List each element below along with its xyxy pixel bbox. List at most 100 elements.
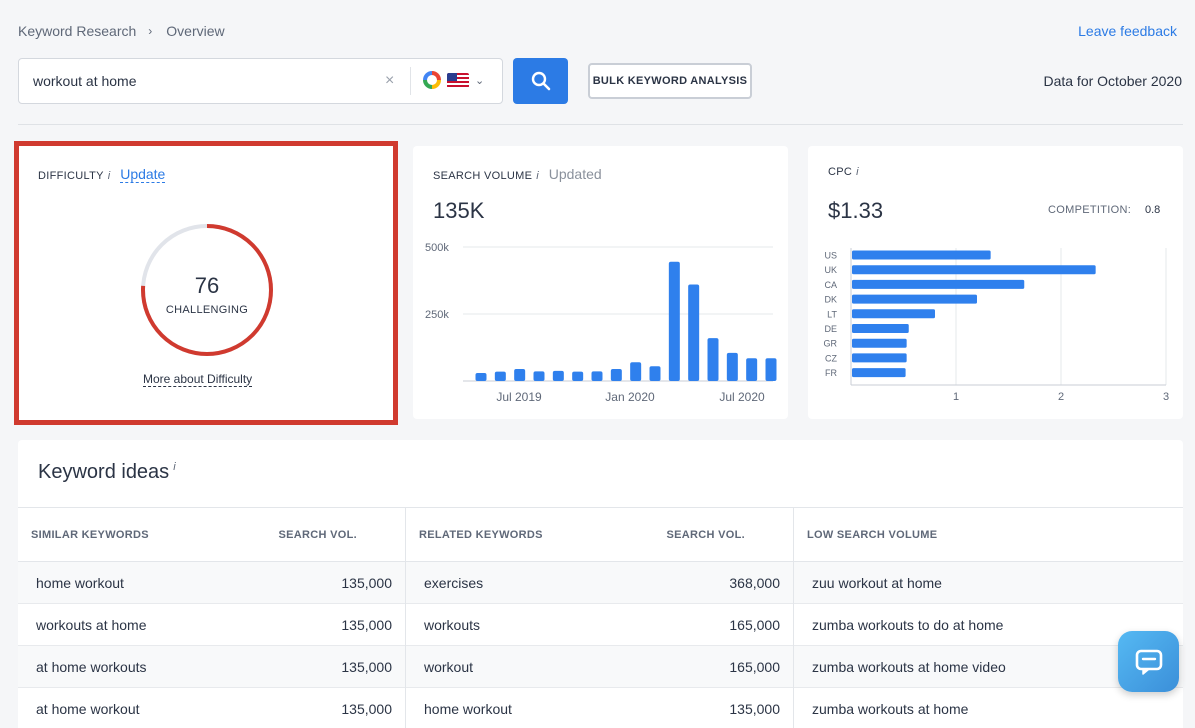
category-label: GR — [824, 339, 838, 349]
cpc-bar[interactable] — [852, 338, 907, 348]
low-search-volume-column: LOW SEARCH VOLUME zuu workout at home zum… — [793, 507, 1183, 728]
category-label: DK — [824, 295, 837, 305]
x-tick-label: Jan 2020 — [605, 390, 655, 404]
keyword-cell[interactable]: zuu workout at home — [812, 574, 942, 591]
search-volume-cell: 165,000 — [729, 616, 780, 633]
keyword-cell[interactable]: workout — [424, 658, 474, 675]
search-volume-cell: 135,000 — [729, 700, 780, 717]
keyword-cell[interactable]: home workout — [36, 574, 124, 591]
volume-bar[interactable] — [707, 338, 719, 381]
table-row[interactable]: home workout 135,000 — [18, 562, 405, 604]
volume-bar[interactable] — [514, 368, 526, 381]
volume-bar[interactable] — [552, 370, 564, 381]
col-header-search-vol: SEARCH VOL. — [278, 528, 357, 541]
cpc-bar[interactable] — [852, 294, 977, 304]
category-label: US — [824, 251, 837, 261]
volume-bar[interactable] — [591, 371, 603, 381]
volume-bar[interactable] — [688, 284, 700, 381]
volume-bar[interactable] — [726, 352, 738, 381]
cpc-bar[interactable] — [852, 250, 991, 260]
keyword-cell[interactable]: at home workout — [36, 700, 140, 717]
table-row[interactable]: zumba workouts to do at home — [794, 604, 1183, 646]
info-icon[interactable]: i — [536, 170, 539, 182]
breadcrumb-separator-icon: › — [148, 24, 153, 38]
search-button[interactable] — [513, 58, 568, 104]
similar-keywords-header: SIMILAR KEYWORDS SEARCH VOL. — [18, 508, 405, 562]
keyword-cell[interactable]: zumba workouts at home video — [812, 658, 1006, 675]
volume-bar[interactable] — [494, 371, 506, 381]
volume-bar[interactable] — [533, 371, 545, 381]
keyword-ideas-title: Keyword ideas i — [38, 461, 176, 484]
volume-bar[interactable] — [572, 371, 584, 381]
breadcrumb-keyword-research[interactable]: Keyword Research — [18, 23, 137, 39]
bulk-keyword-analysis-button[interactable]: BULK KEYWORD ANALYSIS — [588, 63, 752, 99]
keyword-ideas-table: SIMILAR KEYWORDS SEARCH VOL. home workou… — [18, 507, 1183, 728]
cpc-value: $1.33 — [828, 198, 884, 223]
keyword-cell[interactable]: exercises — [424, 574, 484, 591]
more-about-difficulty-link[interactable]: More about Difficulty — [143, 372, 253, 387]
cpc-bar[interactable] — [852, 368, 906, 378]
us-flag-icon — [447, 72, 469, 88]
volume-bar[interactable] — [475, 372, 487, 381]
difficulty-level: CHALLENGING — [165, 304, 249, 316]
keyword-cell[interactable]: zumba workouts to do at home — [812, 616, 1004, 633]
cpc-bar[interactable] — [852, 324, 909, 333]
volume-bar[interactable] — [649, 366, 661, 381]
keyword-cell[interactable]: at home workouts — [36, 658, 147, 675]
keyword-cell[interactable]: home workout — [424, 700, 512, 717]
info-icon[interactable]: i — [173, 461, 176, 474]
category-label: UK — [824, 265, 837, 275]
volume-bar[interactable] — [610, 368, 622, 381]
cpc-bar[interactable] — [852, 279, 1025, 289]
table-row[interactable]: workouts 165,000 — [406, 604, 793, 646]
table-row[interactable]: zumba workouts at home — [794, 688, 1183, 728]
search-volume-cell: 368,000 — [729, 574, 780, 591]
similar-keywords-column: SIMILAR KEYWORDS SEARCH VOL. home workou… — [18, 507, 405, 728]
keyword-cell[interactable]: workouts at home — [36, 616, 147, 633]
keyword-ideas-title-text: Keyword ideas — [38, 461, 170, 483]
keyword-search-input[interactable] — [33, 73, 383, 89]
table-row[interactable]: exercises 368,000 — [406, 562, 793, 604]
chat-button[interactable] — [1118, 631, 1179, 692]
related-keywords-header: RELATED KEYWORDS SEARCH VOL. — [406, 508, 793, 562]
volume-bar[interactable] — [668, 261, 680, 381]
data-date-label: Data for October 2020 — [1043, 73, 1182, 89]
search-volume-cell: 135,000 — [341, 658, 392, 675]
table-row[interactable]: at home workouts 135,000 — [18, 646, 405, 688]
table-row[interactable]: at home workout 135,000 — [18, 688, 405, 728]
related-keywords-rows: exercises 368,000 workouts 165,000 workout 16… — [406, 562, 793, 728]
table-row[interactable]: workouts at home 135,000 — [18, 604, 405, 646]
table-row[interactable]: zuu workout at home — [794, 562, 1183, 604]
breadcrumb-overview: Overview — [166, 23, 225, 39]
volume-bar[interactable] — [630, 362, 642, 381]
keyword-ideas-panel: Keyword ideas i SIMILAR KEYWORDS SEARCH V… — [18, 440, 1183, 728]
cpc-bar[interactable] — [852, 309, 935, 319]
leave-feedback-link[interactable]: Leave feedback — [1078, 23, 1177, 39]
volume-bar[interactable] — [765, 358, 777, 381]
search-volume-card: SEARCH VOLUME i Updated 135K 500k 250k Jul… — [413, 146, 788, 419]
search-volume-title: SEARCH VOLUME — [433, 170, 533, 182]
volume-bar[interactable] — [746, 358, 758, 381]
cpc-title: CPC — [828, 166, 853, 178]
cpc-card: CPC i $1.33 COMPETITION: 0.8 1 2 3 US UK CA DK… — [808, 146, 1183, 419]
table-row[interactable]: home workout 135,000 — [406, 688, 793, 728]
col-header-related: RELATED KEYWORDS — [419, 528, 543, 541]
x-tick-label: 2 — [1058, 391, 1064, 403]
col-header-similar: SIMILAR KEYWORDS — [31, 528, 149, 541]
info-icon[interactable]: i — [107, 170, 111, 182]
search-volume-chart: 500k 250k Jul 2019 Jan 2020 Jul 2020 — [425, 242, 777, 404]
keyword-cell[interactable]: zumba workouts at home — [812, 700, 969, 717]
engine-country-select[interactable]: ⌄ — [423, 71, 484, 89]
keyword-cell[interactable]: workouts — [424, 616, 481, 633]
related-keywords-column: RELATED KEYWORDS SEARCH VOL. exercises 36… — [405, 507, 793, 728]
category-label: DE — [824, 324, 837, 334]
x-tick-label: Jul 2020 — [719, 390, 765, 404]
table-row[interactable]: workout 165,000 — [406, 646, 793, 688]
info-icon[interactable]: i — [856, 166, 859, 178]
update-link[interactable]: Update — [120, 166, 166, 183]
col-header-low-volume: LOW SEARCH VOLUME — [807, 528, 938, 541]
clear-icon[interactable]: × — [385, 72, 395, 89]
cpc-bar[interactable] — [852, 265, 1096, 275]
cpc-bar[interactable] — [852, 353, 907, 363]
divider — [410, 67, 411, 95]
